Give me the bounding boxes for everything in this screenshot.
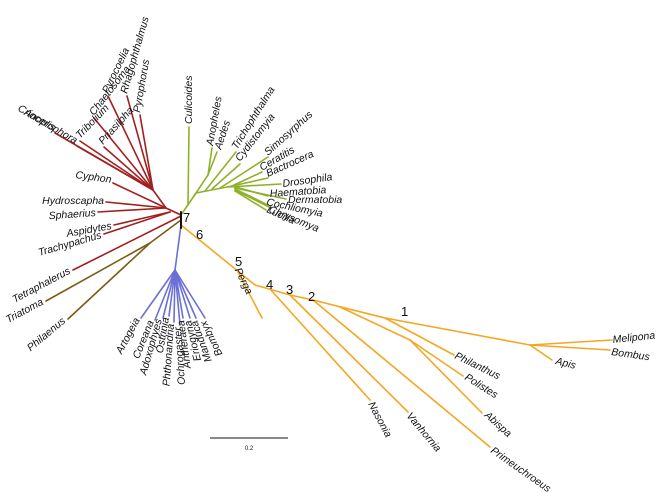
branch-philanthus	[384, 317, 455, 356]
branch-chrysomya	[234, 189, 272, 209]
clade-hymenoptera-branches	[180, 224, 613, 448]
branch-vanhornia	[289, 294, 409, 413]
diptera-labels: Culicoides Anopheles Aedes Trichophthalm…	[183, 75, 342, 235]
branch-hydroscapha	[105, 201, 167, 209]
coleoptera-labels: Rhagophthalmus Pyrophorus Pyrocoelia Cha…	[10, 14, 152, 305]
node-label-4: 4	[266, 277, 273, 292]
branch-culicoides	[187, 126, 190, 205]
branch-melipona	[529, 339, 613, 346]
branch-primeuchroeus	[312, 299, 491, 448]
branch-eriogyna	[174, 269, 191, 319]
taxon-label-abispa: Abispa	[481, 409, 514, 440]
branch-ostrinia	[168, 269, 176, 317]
taxon-label-philaenus: Philaenus	[25, 315, 69, 354]
clade-lepidoptera-branches	[140, 224, 206, 326]
branch-drosophila	[227, 183, 282, 188]
branch-brachycera-stem	[195, 185, 233, 194]
taxon-label-nasonia: Nasonia	[365, 400, 394, 440]
taxon-label-crioceris: Crioceris	[16, 102, 59, 133]
branch-vespid-stem	[339, 306, 411, 341]
node-label-7: 7	[183, 210, 190, 225]
branch-priasilpha	[103, 146, 154, 191]
branch-aspidytes	[113, 211, 171, 226]
taxon-label-culicoides: Culicoides	[183, 75, 195, 124]
branch-triatoma	[45, 242, 151, 302]
clade-coleoptera-branches	[54, 95, 182, 271]
branch-lucilia	[234, 190, 267, 211]
taxon-label-dermatobia: Dermatobia	[288, 194, 342, 206]
branch-apis	[529, 344, 553, 361]
node-label-2: 2	[308, 289, 315, 304]
taxon-label-haematobia: Haematobia	[269, 184, 326, 200]
taxon-label-vanhornia: Vanhornia	[404, 410, 444, 454]
hemiptera-labels: Triatoma Philaenus	[4, 296, 69, 354]
branch-artogeia	[140, 269, 176, 319]
branch-philaenus	[67, 242, 151, 320]
taxon-label-cyphon: Cyphon	[75, 169, 113, 186]
branch-pyrophorus	[139, 114, 154, 191]
branch-cochliomyia	[234, 188, 269, 206]
taxon-label-melipona: Melipona	[612, 330, 656, 346]
clade-diptera-branches	[180, 126, 287, 216]
node-label-6: 6	[196, 227, 203, 242]
branch-tetraphalerus	[72, 215, 182, 271]
branch-sphaerius	[97, 207, 167, 213]
branch-stem-3-2	[289, 294, 314, 301]
branch-hymenoptera-stem	[180, 224, 256, 286]
branch-abispa	[409, 339, 483, 414]
branch-polistes	[409, 339, 464, 377]
branch-phthonandria	[173, 269, 176, 323]
branch-cyphon	[112, 182, 167, 209]
branch-tribolium	[79, 140, 154, 191]
branch-cydistomyia	[211, 163, 241, 190]
branch-stem-4-3	[254, 284, 291, 296]
branch-coleoptera-core	[152, 189, 167, 209]
taxon-label-apis: Apis	[553, 355, 577, 372]
branch-rhagophthalmus	[126, 95, 154, 191]
node-label-3: 3	[286, 282, 293, 297]
branch-perga	[236, 269, 263, 319]
taxon-label-ochrogaster: Ochrogaster	[172, 326, 188, 385]
branch-lepidoptera-stem	[174, 224, 182, 271]
branch-adoxophyes	[162, 269, 176, 319]
branch-aedes	[207, 151, 218, 176]
taxon-label-primeuchroeus: Primeuchroeus	[488, 445, 553, 496]
branch-bactrocera	[231, 177, 269, 187]
node-label-1: 1	[401, 304, 408, 319]
branch-stem-1-bees	[384, 317, 531, 346]
branch-antheraea	[174, 269, 184, 319]
branch-coleoptera-stem	[165, 207, 182, 216]
branch-simosyrphus	[219, 156, 269, 189]
taxon-label-tetraphalerus: Tetraphalerus	[10, 265, 73, 306]
taxon-label-hydroscapha: Hydroscapha	[42, 195, 104, 207]
taxon-label-sphaerius: Sphaerius	[48, 207, 97, 222]
branch-pyrocoelia	[107, 95, 154, 191]
branch-chaetosoma	[93, 117, 154, 191]
branch-trachypachus	[103, 211, 171, 235]
branch-hemiptera-stem	[149, 219, 182, 244]
branch-anopheles	[207, 147, 213, 176]
branch-manduca	[174, 269, 197, 319]
taxon-label-phthonandria: Phthonandria	[161, 323, 177, 386]
branch-bombus	[529, 344, 611, 351]
scale-bar-label: 0.2	[245, 446, 254, 452]
branch-nasonia	[269, 288, 371, 401]
node-labels: 7 6 5 4 3 2 1	[183, 210, 408, 319]
branch-crioceris	[54, 132, 154, 191]
branch-ceratitis	[231, 171, 263, 187]
clade-hemiptera-branches	[45, 219, 182, 320]
branch-stem-2-1	[312, 299, 386, 319]
branch-dermatobia	[234, 187, 287, 200]
branch-bombyx	[174, 269, 206, 319]
taxon-label-bombus: Bombus	[611, 346, 652, 363]
node-label-5: 5	[235, 254, 242, 269]
scale-bar: 0.2	[210, 437, 288, 452]
branch-coreana	[154, 269, 176, 321]
branch-trichophthalma	[204, 151, 237, 192]
lepidoptera-labels: Artogeia Coreana Adoxophyes Ostrinia Pht…	[113, 316, 225, 387]
